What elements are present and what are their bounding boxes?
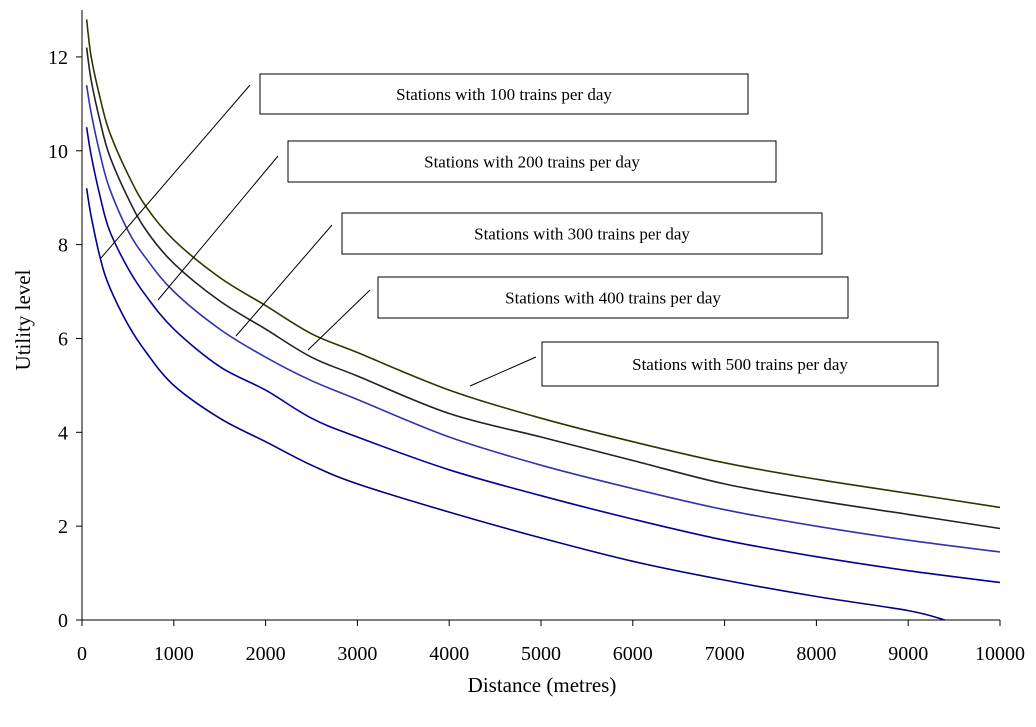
callout-box	[287, 140, 777, 183]
callout-leader-line	[100, 84, 251, 259]
y-tick-label: 2	[58, 516, 68, 538]
callout-box	[541, 341, 939, 387]
callout-box	[259, 73, 749, 115]
callout-leader-line	[157, 155, 279, 301]
x-tick-label: 0	[77, 643, 87, 665]
series-line-5	[85, 19, 1001, 509]
x-tick-label: 4000	[429, 643, 469, 665]
y-tick-label: 12	[48, 47, 68, 69]
legend-label: Stations with 500 trains per day	[632, 355, 848, 374]
x-tick-label: 6000	[613, 643, 653, 665]
legend-label: Stations with 400 trains per day	[505, 289, 721, 308]
legend-label: Stations with 100 trains per day	[396, 85, 612, 104]
x-tick-label: 8000	[796, 643, 836, 665]
series-line-1	[85, 188, 946, 621]
x-tick-label: 3000	[337, 643, 377, 665]
callout-box	[341, 212, 823, 255]
callout-leader-line	[469, 356, 537, 387]
callout-leader-line	[307, 289, 371, 351]
y-tick-label: 4	[58, 422, 68, 444]
series-lines	[85, 19, 1001, 621]
callout-box	[377, 276, 849, 319]
y-tick-label: 0	[58, 610, 68, 632]
y-tick-label: 8	[58, 235, 68, 257]
y-tick-label: 6	[58, 328, 68, 350]
legend-label: Stations with 200 trains per day	[424, 153, 640, 172]
y-axis-title: Utility level	[11, 269, 35, 370]
y-tick-label: 10	[48, 141, 68, 163]
x-tick-label: 1000	[154, 643, 194, 665]
axes: 0 1000 2000 3000 4000 5000 6000 7000 8000 9000 100…	[48, 10, 1025, 665]
callout-leader-line	[235, 224, 333, 337]
legend-label: Stations with 300 trains per day	[474, 225, 690, 244]
series-line-4	[85, 47, 1001, 530]
x-tick-label: 10000	[975, 643, 1025, 665]
x-tick-label: 2000	[246, 643, 286, 665]
legend-callouts: Stations with 100 trains per day Stations…	[100, 73, 939, 387]
x-tick-label: 5000	[521, 643, 561, 665]
x-tick-label: 7000	[705, 643, 745, 665]
x-axis-title: Distance (metres)	[468, 673, 617, 697]
x-tick-label: 9000	[888, 643, 928, 665]
series-line-2	[85, 127, 1001, 584]
series-line-3	[85, 84, 1001, 553]
